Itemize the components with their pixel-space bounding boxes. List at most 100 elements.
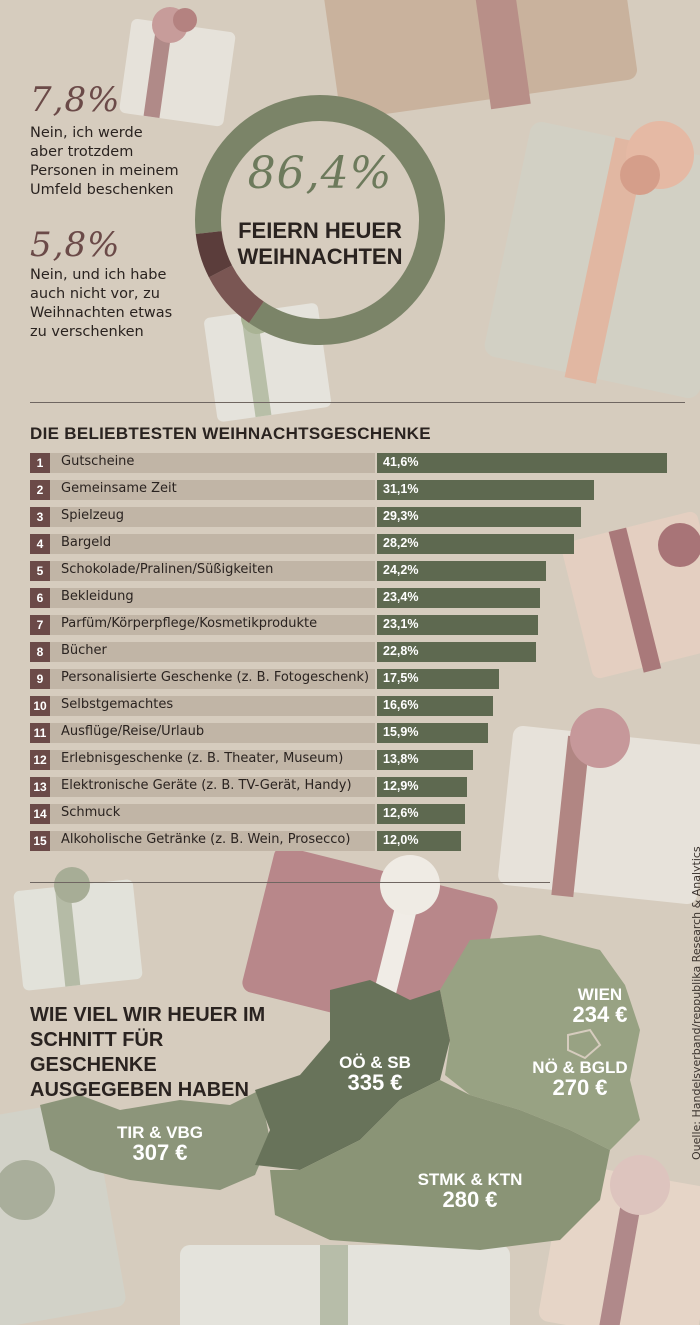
gift-box-left (13, 867, 143, 991)
gift-row-background (30, 723, 375, 743)
share-no-gifts-value: 5,8% (30, 225, 121, 265)
gift-rank: 15 (30, 831, 50, 851)
gift-bar (377, 453, 667, 473)
gift-bar (377, 723, 488, 743)
gift-label: Spielzeug (61, 508, 125, 523)
gift-bar (377, 804, 465, 824)
gift-value: 23,4% (383, 590, 419, 604)
gift-row: 9 Personalisierte Geschenke (z. B. Fotoge… (30, 669, 670, 689)
gift-label: Elektronische Geräte (z. B. TV-Gerät, Ha… (61, 778, 352, 793)
gift-row-background (30, 561, 375, 581)
region-tir-vbg-value: 307 € (132, 1140, 188, 1165)
gift-box-lower-right (498, 708, 700, 905)
gift-bar (377, 588, 541, 608)
gift-bar (377, 642, 536, 662)
gift-bar (377, 777, 467, 797)
region-wien-value: 234 € (572, 1002, 628, 1027)
gift-row-background (30, 777, 375, 797)
gift-row-background (30, 534, 375, 554)
gift-row-background (30, 615, 375, 635)
gift-row-background (30, 507, 375, 527)
gift-label: Alkoholische Getränke (z. B. Wein, Prose… (61, 832, 351, 847)
gift-bar (377, 480, 594, 500)
gift-value: 29,3% (383, 509, 419, 523)
gift-rank: 4 (30, 534, 50, 554)
region-noe-bgld: NÖ & BGLD 270 € (520, 1058, 640, 1100)
gift-rank: 12 (30, 750, 50, 770)
divider (30, 402, 685, 403)
gift-bar (377, 750, 474, 770)
source-note: Quelle: Handelsverband/reppublika Resear… (690, 846, 700, 1160)
gift-row: 2 Gemeinsame Zeit 31,1% (30, 480, 670, 500)
donut-slice-1 (195, 95, 445, 345)
gift-row-background (30, 750, 375, 770)
gift-value: 23,1% (383, 617, 419, 631)
gift-row: 4 Bargeld 28,2% (30, 534, 670, 554)
gift-row-background (30, 696, 375, 716)
gift-row: 13 Elektronische Geräte (z. B. TV-Gerät, … (30, 777, 670, 797)
gift-row: 12 Erlebnisgeschenke (z. B. Theater, Muse… (30, 750, 670, 770)
map-title: WIE VIEL WIR HEUER IM SCHNITT FÜR GESCHE… (30, 1004, 266, 1101)
gift-value: 24,2% (383, 563, 419, 577)
gift-value: 41,6% (383, 455, 419, 469)
gift-rank: 13 (30, 777, 50, 797)
region-wien: WIEN 234 € (555, 985, 645, 1027)
gift-row-background (30, 453, 375, 473)
gift-row: 11 Ausflüge/Reise/Urlaub 15,9% (30, 723, 670, 743)
gift-label: Schmuck (61, 805, 121, 820)
gift-row: 8 Bücher 22,8% (30, 642, 670, 662)
donut-chart (195, 95, 445, 345)
map-region-ooe-sb (255, 980, 450, 1170)
gifts-bar-chart: 1 Gutscheine 41,6% 2 Gemeinsame Zeit 31,1% 3 Sp… (30, 453, 670, 858)
gift-row-background (30, 669, 375, 689)
gift-row: 6 Bekleidung 23,4% (30, 588, 670, 608)
gift-rank: 6 (30, 588, 50, 608)
gift-box-right (484, 121, 700, 399)
region-stmk-ktn-name: STMK & KTN (417, 1170, 523, 1189)
region-stmk-ktn-value: 280 € (442, 1187, 498, 1212)
map-region-wien (567, 1028, 602, 1060)
gift-value: 16,6% (383, 698, 419, 712)
gift-bar (377, 561, 546, 581)
gift-bar (377, 615, 539, 635)
region-ooe-sb-value: 335 € (347, 1070, 403, 1095)
gift-value: 13,8% (383, 752, 419, 766)
gift-label: Personalisierte Geschenke (z. B. Fotoges… (61, 670, 370, 685)
map-region-tir-vbg (40, 1090, 270, 1190)
share-no-but-gifts-text: Nein, ich werde aber trotzdem Personen i… (30, 125, 179, 198)
gift-rank: 14 (30, 804, 50, 824)
gift-rank: 1 (30, 453, 50, 473)
gift-row: 15 Alkoholische Getränke (z. B. Wein, Pro… (30, 831, 670, 851)
donut-slice-2 (208, 265, 265, 323)
gift-bar (377, 534, 574, 554)
map-region-stmk-ktn (270, 1080, 610, 1250)
gift-rank: 9 (30, 669, 50, 689)
donut-main-value: 86,4% (247, 148, 393, 199)
gift-label: Selbstgemachtes (61, 697, 174, 712)
gift-bar (377, 696, 493, 716)
gift-row-background (30, 588, 375, 608)
gift-rank: 2 (30, 480, 50, 500)
gift-row: 10 Selbstgemachtes 16,6% (30, 696, 670, 716)
gift-value: 12,0% (383, 833, 419, 847)
region-wien-name: WIEN (577, 985, 623, 1004)
gift-label: Bargeld (61, 535, 112, 550)
map-region-noe-bgld (440, 935, 640, 1150)
gift-row: 14 Schmuck 12,6% (30, 804, 670, 824)
gift-bar (377, 831, 461, 851)
gift-value: 28,2% (383, 536, 419, 550)
gifts-title: DIE BELIEBTESTEN WEIHNACHTSGESCHENKE (30, 424, 431, 443)
donut-main-label: FEIERN HEUER WEIHNACHTEN (237, 218, 403, 269)
region-tir-vbg: TIR & VBG 307 € (105, 1123, 215, 1165)
gift-value: 15,9% (383, 725, 419, 739)
gift-value: 12,6% (383, 806, 419, 820)
gift-box-mid-right (561, 511, 700, 679)
region-noe-bgld-value: 270 € (552, 1075, 608, 1100)
gift-rank: 7 (30, 615, 50, 635)
gift-value: 17,5% (383, 671, 419, 685)
gift-value: 12,9% (383, 779, 419, 793)
gift-rank: 5 (30, 561, 50, 581)
